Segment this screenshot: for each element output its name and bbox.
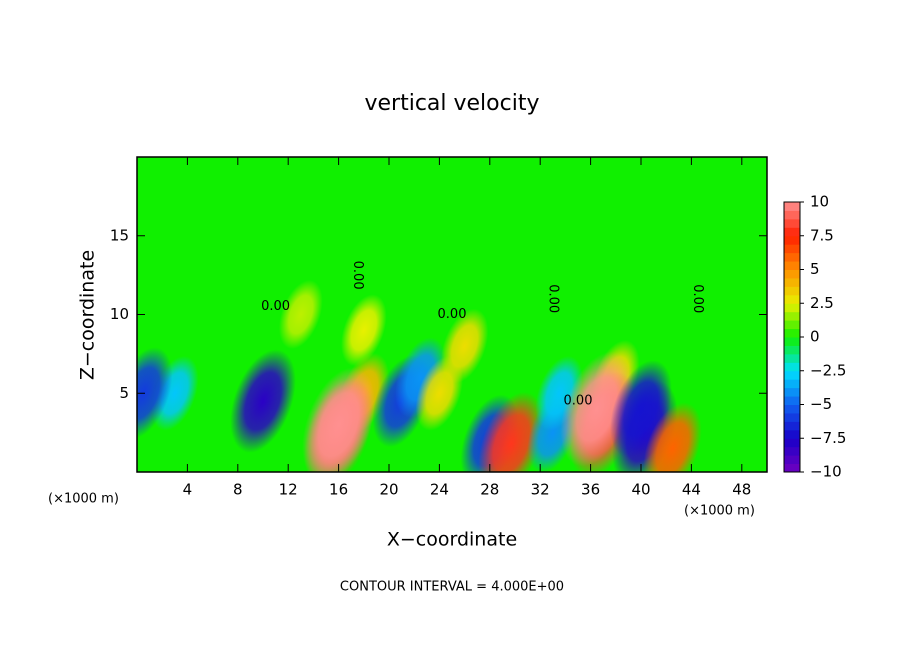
colorbar-segment bbox=[784, 269, 800, 279]
contour-label: 0.00 bbox=[438, 307, 467, 322]
colorbar-segment bbox=[784, 218, 800, 228]
overlay: 0.000.000.000.000.000.004 8 12 16 20 24 28 32 36… bbox=[110, 156, 846, 499]
colorbar-tick-label: −5 bbox=[810, 395, 832, 413]
contour-label: 0.00 bbox=[690, 284, 705, 313]
x-tick-label: 36 bbox=[581, 481, 600, 499]
colorbar-segment bbox=[784, 429, 800, 439]
contour-label: 0.00 bbox=[261, 299, 290, 314]
contour-label: 0.00 bbox=[564, 394, 593, 409]
colorbar-segment bbox=[784, 320, 800, 330]
colorbar-segment bbox=[784, 261, 800, 270]
colorbar-tick-label: 5 bbox=[810, 260, 820, 278]
x-tick-label: 40 bbox=[631, 481, 650, 499]
colorbar-segment bbox=[784, 235, 800, 245]
colorbar-tick-label: 10 bbox=[810, 193, 829, 211]
colorbar-segment bbox=[784, 311, 800, 321]
colorbar-segment bbox=[784, 294, 800, 304]
colorbar-segment bbox=[784, 396, 800, 405]
x-tick-label: 32 bbox=[531, 481, 550, 499]
colorbar-tick-label: −2.5 bbox=[810, 361, 846, 379]
y-tick-label: 5 bbox=[119, 384, 129, 402]
y-axis-label: Z−coordinate bbox=[77, 250, 99, 380]
field-feature bbox=[278, 280, 323, 349]
field-feature bbox=[341, 294, 387, 367]
colorbar-segment bbox=[784, 286, 800, 296]
colorbar-segment bbox=[784, 202, 800, 211]
x-tick-label: 20 bbox=[379, 481, 398, 499]
x-tick-label: 28 bbox=[480, 481, 499, 499]
x-tick-label: 12 bbox=[279, 481, 298, 499]
x-axis-label: X−coordinate bbox=[387, 529, 517, 551]
colorbar-segment bbox=[784, 337, 800, 346]
colorbar-segment bbox=[784, 370, 800, 380]
field-feature bbox=[302, 367, 376, 472]
colorbar-segment bbox=[784, 387, 800, 397]
colorbar-segment bbox=[784, 404, 800, 414]
colorbar-segment bbox=[784, 446, 800, 456]
colorbar-tick-label: 0 bbox=[810, 328, 820, 346]
field bbox=[137, 157, 767, 472]
field-feature bbox=[230, 349, 296, 453]
colorbar-segment bbox=[784, 421, 800, 431]
colorbar-segment bbox=[784, 379, 800, 389]
colorbar-segment bbox=[784, 303, 800, 313]
x-tick-label: 24 bbox=[430, 481, 449, 499]
x-tick-label: 16 bbox=[329, 481, 348, 499]
colorbar-segment bbox=[784, 227, 800, 237]
colorbar-segment bbox=[784, 455, 800, 465]
colorbar-segment bbox=[784, 244, 800, 254]
colorbar-segment bbox=[784, 345, 800, 355]
colorbar-segment bbox=[784, 463, 800, 473]
x-tick-label: 44 bbox=[682, 481, 701, 499]
colorbar-segment bbox=[784, 362, 800, 372]
colorbar-segment bbox=[784, 277, 800, 287]
y-tick-label: 10 bbox=[110, 305, 129, 323]
x-unit: (×1000 m) bbox=[684, 504, 755, 519]
colorbar-segment bbox=[784, 412, 800, 422]
contour-label: 0.00 bbox=[545, 284, 560, 313]
contour-label: 0.00 bbox=[350, 261, 365, 290]
x-tick-label: 4 bbox=[183, 481, 193, 499]
chart-title: vertical velocity bbox=[364, 91, 539, 116]
colorbar-segment bbox=[784, 328, 800, 338]
colorbar-tick-label: −10 bbox=[810, 463, 842, 481]
colorbar-tick-label: −7.5 bbox=[810, 429, 846, 447]
colorbar-segment bbox=[784, 353, 800, 363]
colorbar-tick-label: 2.5 bbox=[810, 294, 834, 312]
y-tick-label: 15 bbox=[110, 226, 129, 244]
x-unit: (×1000 m) bbox=[48, 492, 119, 507]
colorbar-segment bbox=[784, 210, 800, 220]
colorbar-segment bbox=[784, 438, 800, 448]
colorbar-tick-label: 7.5 bbox=[810, 226, 834, 244]
footer: CONTOUR INTERVAL = 4.000E+00 bbox=[340, 580, 564, 595]
x-tick-label: 8 bbox=[233, 481, 243, 499]
field-feature bbox=[478, 391, 544, 472]
x-tick-label: 48 bbox=[732, 481, 751, 499]
colorbar-segment bbox=[784, 252, 800, 262]
field-feature bbox=[440, 308, 489, 384]
